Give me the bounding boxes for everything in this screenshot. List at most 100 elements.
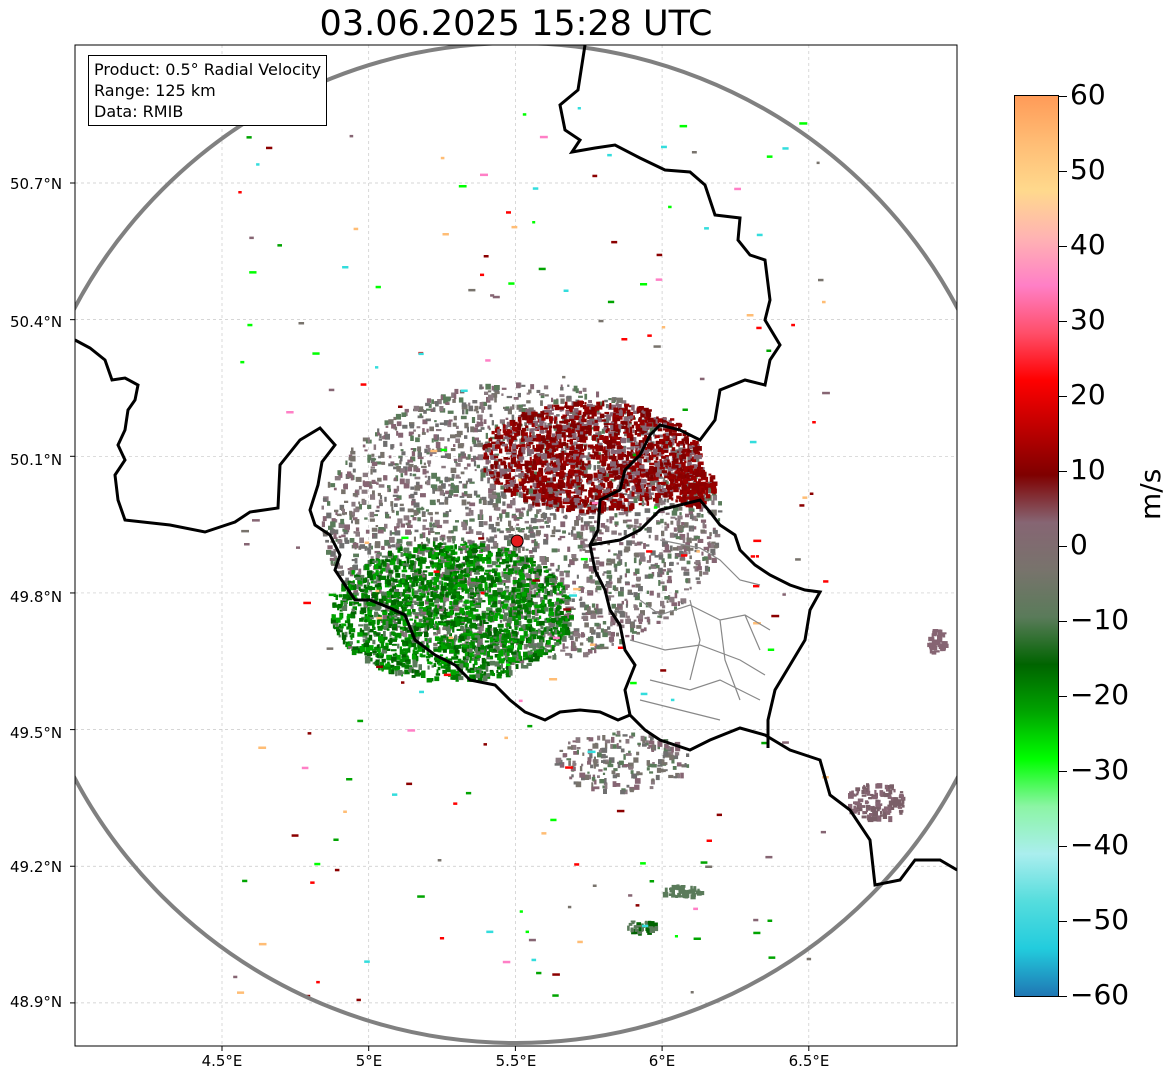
echo-pixel — [419, 507, 425, 510]
echo-pixel — [632, 528, 636, 533]
echo-pixel — [597, 445, 603, 452]
echo-pixel — [411, 591, 415, 597]
echo-pixel — [405, 596, 411, 600]
echo-pixel — [559, 491, 562, 496]
echo-pixel — [514, 474, 520, 477]
echo-pixel — [466, 618, 473, 624]
echo-pixel — [624, 581, 630, 584]
echo-pixel — [561, 588, 566, 594]
echo-pixel — [453, 485, 459, 491]
echo-pixel — [599, 414, 605, 419]
echo-pixel — [516, 555, 521, 560]
echo-pixel — [339, 543, 345, 549]
echo-pixel — [418, 601, 424, 606]
echo-pixel — [448, 577, 453, 583]
echo-pixel — [552, 575, 556, 580]
echo-pixel — [452, 560, 456, 566]
echo-pixel — [341, 634, 347, 640]
echo-pixel — [699, 571, 703, 577]
echo-pixel — [389, 637, 392, 644]
echo-pixel — [491, 561, 496, 566]
echo-pixel — [589, 610, 596, 614]
echo-pixel — [559, 570, 564, 577]
echo-pixel — [477, 676, 483, 682]
echo-pixel — [559, 420, 565, 424]
echo-pixel — [523, 587, 529, 593]
echo-pixel — [534, 655, 540, 659]
echo-pixel — [412, 662, 418, 668]
echo-pixel — [381, 648, 387, 654]
echo-pixel — [468, 612, 473, 618]
echo-pixel — [496, 670, 499, 674]
echo-pixel — [538, 583, 542, 587]
echo-pixel — [450, 669, 456, 676]
echo-pixel — [470, 510, 474, 516]
echo-pixel — [389, 532, 395, 535]
echo-pixel — [408, 431, 413, 437]
echo-pixel — [374, 584, 379, 588]
echo-pixel — [544, 607, 549, 612]
echo-pixel — [672, 533, 678, 538]
echo-pixel — [332, 602, 335, 606]
echo-pixel — [513, 594, 516, 599]
echo-pixel — [571, 533, 577, 537]
echo-pixel — [406, 562, 410, 567]
echo-pixel — [381, 653, 384, 657]
echo-pixel — [543, 566, 548, 569]
echo-pixel — [411, 581, 416, 587]
echo-pixel — [461, 453, 466, 459]
echo-pixel — [677, 525, 683, 531]
echo-pixel — [371, 462, 378, 466]
echo-pixel — [596, 464, 601, 470]
echo-pixel — [440, 455, 446, 458]
echo-pixel — [364, 617, 368, 623]
echo-pixel — [422, 648, 426, 653]
echo-pixel — [421, 532, 426, 538]
echo-pixel — [558, 611, 564, 616]
echo-pixel — [439, 549, 445, 555]
echo-pixel — [340, 625, 344, 629]
echo-pixel — [493, 478, 497, 483]
echo-pixel — [386, 655, 390, 661]
echo-pixel — [483, 671, 487, 675]
echo-pixel — [439, 437, 445, 441]
echo-pixel — [462, 568, 466, 572]
echo-pixel — [614, 521, 619, 526]
echo-pixel — [435, 673, 441, 676]
echo-pixel — [532, 547, 537, 553]
echo-pixel — [375, 509, 380, 512]
echo-pixel — [492, 579, 496, 583]
echo-pixel — [509, 659, 515, 665]
echo-pixel — [616, 463, 623, 468]
echo-pixel — [469, 502, 476, 507]
echo-pixel — [518, 570, 523, 576]
echo-pixel — [475, 673, 481, 679]
echo-pixel — [621, 400, 627, 404]
echo-pixel — [433, 434, 438, 440]
echo-pixel — [382, 611, 388, 615]
echo-pixel — [391, 618, 396, 622]
echo-pixel — [495, 492, 500, 498]
echo-pixel — [617, 561, 621, 566]
echo-pixel — [467, 669, 471, 673]
echo-pixel — [560, 649, 566, 652]
echo-pixel — [557, 564, 560, 570]
echo-pixel — [478, 406, 483, 410]
echo-pixel — [575, 460, 582, 466]
echo-pixel — [489, 449, 494, 456]
echo-pixel — [695, 577, 700, 580]
echo-pixel — [508, 568, 514, 571]
echo-pixel — [581, 414, 585, 420]
echo-pixel — [530, 642, 534, 647]
echo-pixel — [500, 663, 503, 669]
echo-pixel — [429, 426, 434, 432]
echo-pixel — [586, 638, 589, 641]
echo-pixel — [503, 633, 510, 639]
echo-pixel — [535, 630, 541, 634]
echo-pixel — [639, 556, 646, 562]
echo-pixel — [472, 598, 476, 601]
echo-pixel — [557, 587, 560, 591]
echo-pixel — [584, 604, 589, 611]
echo-pixel — [386, 591, 393, 595]
echo-pixel — [571, 530, 574, 535]
